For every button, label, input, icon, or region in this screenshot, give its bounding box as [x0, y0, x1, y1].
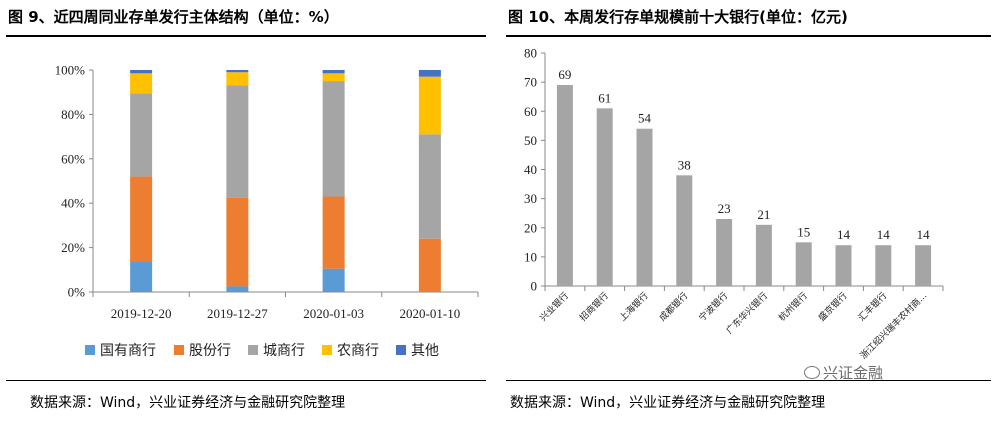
bar: [875, 245, 892, 286]
bar: [915, 245, 932, 286]
legend-swatch: [322, 345, 332, 355]
bar-segment: [130, 176, 153, 263]
data-label: 61: [598, 90, 611, 105]
bar-segment: [226, 70, 249, 73]
y-tick-label: 30: [524, 191, 537, 206]
legend-swatch: [248, 345, 258, 355]
data-label: 14: [877, 227, 891, 242]
bar-segment: [322, 73, 345, 82]
right-source-rule: [506, 380, 991, 381]
left-chart-panel: 图 9、近四周同业存单发行主体结构（单位：%） 0% 20% 40% 60% 80% 10…: [0, 0, 490, 428]
y-tick-label: 70: [524, 75, 537, 90]
bar: [596, 108, 613, 287]
watermark-text: 兴证金融: [823, 364, 884, 382]
data-label: 21: [757, 207, 770, 222]
y-tick-label: 0: [531, 279, 538, 294]
x-tick-label: 上海银行: [617, 290, 651, 324]
bar-segment: [130, 70, 153, 74]
bar-segment: [418, 70, 441, 77]
wechat-icon: [804, 366, 820, 379]
data-label: 14: [837, 227, 851, 242]
y-tick-label: 80%: [61, 107, 85, 122]
x-tick-label: 2020-01-10: [400, 306, 461, 321]
right-chart-title: 图 10、本周发行存单规模前十大银行(单位：亿元): [508, 8, 848, 26]
data-label: 15: [797, 224, 810, 239]
bar-segment: [226, 286, 249, 292]
y-tick-label: 100%: [55, 63, 86, 78]
x-tick-label: 广东华兴银行: [723, 290, 770, 337]
bar-segment: [418, 238, 441, 292]
right-chart-panel: 图 10、本周发行存单规模前十大银行(单位：亿元) 0 10 20 30 40 50 60 7…: [500, 0, 995, 428]
bar-segment: [130, 262, 153, 292]
bar: [755, 224, 772, 286]
y-tick-label: 50: [524, 133, 537, 148]
legend-swatch: [174, 345, 184, 355]
data-label: 14: [917, 227, 931, 242]
legend-label: 其他: [411, 343, 439, 359]
bar-segment: [130, 73, 153, 94]
bar-segment: [322, 268, 345, 292]
x-tick-label: 兴业银行: [537, 290, 571, 324]
watermark: 兴证金融: [804, 362, 883, 383]
legend-swatch: [85, 345, 95, 355]
data-label: 54: [638, 111, 652, 126]
bar: [795, 242, 812, 286]
bar-segment: [226, 72, 249, 86]
legend-label: 农商行: [337, 343, 379, 359]
x-tick-label: 盛京银行: [816, 290, 850, 324]
left-chart-source: 数据来源：Wind，兴业证券经济与金融研究院整理: [30, 395, 346, 411]
y-tick-label: 40%: [61, 196, 85, 211]
data-label: 38: [678, 157, 691, 172]
x-tick-label: 成都银行: [656, 290, 690, 324]
stacked-bar-chart: 0% 20% 40% 60% 80% 100% 2019-12-20 2019-12-27 20…: [55, 63, 479, 359]
bar: [636, 128, 653, 286]
x-tick-label: 杭州银行: [776, 290, 810, 324]
left-title-rule: [6, 35, 486, 37]
bar-segment: [226, 85, 249, 198]
x-tick-label: 2019-12-20: [111, 306, 172, 321]
legend-label: 股份行: [189, 343, 231, 359]
y-tick-label: 40: [524, 162, 537, 177]
bar-segment: [322, 81, 345, 197]
y-tick-label: 10: [524, 249, 537, 264]
x-tick-label: 浙江绍兴瑞丰农村商...: [857, 290, 929, 362]
right-chart-source: 数据来源：Wind，兴业证券经济与金融研究院整理: [510, 395, 826, 411]
left-source-rule: [6, 380, 486, 381]
bar: [716, 219, 733, 286]
data-label: 69: [558, 67, 571, 82]
bar: [835, 245, 852, 286]
data-label: 23: [718, 201, 731, 216]
bar-segment: [322, 70, 345, 74]
bar-segment: [418, 76, 441, 135]
legend-swatch: [396, 345, 406, 355]
left-chart-title: 图 9、近四周同业存单发行主体结构（单位：%）: [8, 8, 339, 26]
x-tick-label: 汇丰银行: [855, 290, 889, 324]
x-tick-label: 2019-12-27: [207, 306, 268, 321]
x-tick-label: 2020-01-03: [303, 306, 364, 321]
y-tick-label: 0%: [68, 285, 86, 300]
y-tick-label: 60: [524, 104, 537, 119]
x-tick-label: 宁波银行: [696, 290, 730, 324]
bar-segment: [226, 197, 249, 287]
bar-chart: 0 10 20 30 40 50 60 70 80 69 兴业银行 61 招商银行 54 上海银行 38 成都银…: [524, 46, 944, 362]
right-title-rule: [506, 35, 991, 37]
x-tick-label: 招商银行: [577, 290, 611, 324]
bar-segment: [418, 134, 441, 239]
y-tick-label: 20: [524, 220, 537, 235]
legend-label: 国有商行: [100, 343, 156, 359]
bar: [676, 175, 693, 286]
y-tick-label: 80: [524, 46, 537, 61]
legend-label: 城商行: [263, 343, 305, 359]
bar-segment: [130, 93, 153, 177]
bar: [556, 85, 573, 286]
y-tick-label: 20%: [61, 240, 85, 255]
y-tick-label: 60%: [61, 151, 85, 166]
bar-segment: [322, 196, 345, 269]
